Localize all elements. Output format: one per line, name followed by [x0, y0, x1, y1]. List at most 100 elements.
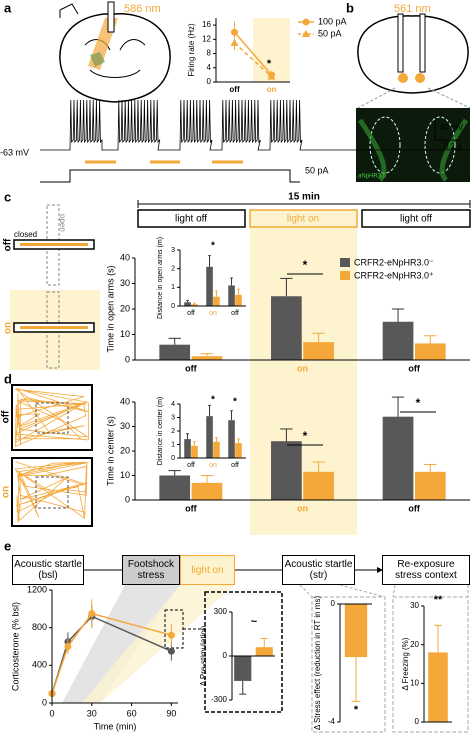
legend-swatch: [340, 258, 350, 267]
y-tick-label: 30: [410, 601, 419, 610]
y-tick-label: 3: [171, 247, 175, 254]
bar: [184, 302, 191, 306]
flow-step: Acoustic startle (str): [282, 555, 355, 585]
bar: [213, 296, 220, 306]
y-axis-label: Distance in center (m): [157, 397, 164, 465]
current: 50 pA: [305, 165, 329, 175]
row-label: off: [1, 410, 12, 423]
annotation: *: [303, 429, 308, 443]
y-tick-label: 4: [171, 401, 175, 408]
bar: [213, 441, 220, 458]
x-tick-label: on: [297, 363, 308, 373]
inset-frame: [392, 596, 469, 733]
optic-fiber: [397, 13, 404, 73]
legend-label: 100 pA: [318, 16, 347, 26]
panel-label: e: [4, 538, 11, 553]
flow-step: light on: [180, 555, 235, 585]
bar: [191, 304, 198, 306]
x-tick-label: off: [185, 503, 197, 513]
marker: [231, 28, 238, 36]
legend-label: CRFR2-eNpHR3.0⁺: [354, 270, 434, 280]
zoom-lines: [357, 87, 471, 109]
y-tick-label: 1200: [27, 584, 47, 594]
bar: [191, 356, 223, 360]
bar: [191, 482, 223, 500]
phase-box: [137, 209, 246, 228]
region-outline: [369, 116, 401, 174]
image-label: aNpHR3.0: [358, 174, 387, 180]
bar: [428, 652, 448, 722]
y-axis-label: Δ Stress effect (reduction in RT in ms): [313, 596, 322, 731]
bar: [382, 321, 414, 360]
marker: [167, 631, 175, 639]
stress-projection: [62, 585, 180, 703]
phase-box: [249, 209, 358, 228]
y-tick-label: 20: [410, 640, 419, 649]
y-tick-label: 20: [120, 303, 130, 313]
panel-label: b: [346, 0, 354, 15]
annotation: *: [233, 397, 237, 408]
legend-swatch: [340, 271, 350, 280]
bar: [228, 285, 235, 306]
y-axis-label: Δ Freezing (%): [401, 637, 410, 690]
y-axis-label: Distance in open arms (m): [157, 237, 164, 319]
bar: [191, 445, 198, 458]
y-tick-label: 30: [120, 278, 130, 288]
bar: [255, 647, 273, 656]
wavelength: 561 nm: [394, 3, 431, 15]
flow-step: Re-exposure stress context: [382, 555, 470, 585]
x-tick-label: off: [187, 310, 195, 317]
bar: [206, 416, 213, 458]
zoom-line: [299, 584, 469, 598]
y-tick-label: -300: [211, 695, 228, 704]
y-axis-label: Δ Pre-stimulation: [199, 626, 208, 686]
x-tick-label: on: [209, 310, 217, 317]
y-tick-label: 30: [120, 421, 130, 431]
legend-label: CRFR2-eNpHR3.0⁻: [354, 257, 434, 267]
marker: [167, 647, 175, 655]
y-tick-label: 0: [223, 651, 228, 660]
x-tick-label: 30: [87, 708, 97, 718]
annotation: *: [303, 258, 308, 272]
center-zone: [35, 476, 69, 509]
target-region: [90, 52, 105, 67]
annotation: *: [211, 241, 215, 252]
optic-fiber: [419, 13, 426, 73]
x-tick-label: off: [185, 363, 197, 373]
x-tick-label: 0: [49, 708, 54, 718]
bar: [271, 296, 302, 360]
y-axis-label: Time in center (s): [105, 416, 115, 486]
brain-section: [59, 13, 171, 103]
bar: [228, 420, 235, 458]
y-tick-label: 1: [171, 284, 175, 291]
brain-section: [357, 15, 469, 94]
y-tick-label: -4: [328, 717, 336, 726]
tracks: [14, 387, 89, 523]
bar: [235, 443, 242, 458]
y-tick-label: 10: [120, 470, 130, 480]
wavelength: 586 nm: [124, 3, 161, 15]
y-tick-label: 0: [42, 697, 47, 707]
y-tick-label: 10: [410, 678, 419, 687]
bar: [184, 439, 191, 458]
track: [15, 387, 89, 448]
y-tick-label: 400: [32, 660, 47, 670]
current-step: [40, 169, 300, 183]
target-region: [415, 73, 425, 83]
bar: [159, 475, 191, 500]
optic-fiber: [107, 1, 115, 33]
y-tick-label: 0: [207, 77, 212, 86]
y-axis-label: Time in open arms (s): [105, 265, 115, 352]
legend-label: 50 pA: [318, 28, 342, 38]
y-axis-label: Firing rate (Hz): [187, 23, 196, 77]
phase-box: [361, 209, 471, 228]
arm-label: closed: [14, 230, 37, 239]
x-tick-label: off: [231, 310, 239, 317]
scale-voltage: 40 mV: [440, 123, 464, 132]
y-tick-label: 1: [171, 441, 175, 448]
annotation: **: [434, 594, 443, 606]
electrode: [59, 3, 79, 18]
inset-frame: [204, 591, 283, 713]
x-axis-label: Time (min): [94, 721, 137, 731]
